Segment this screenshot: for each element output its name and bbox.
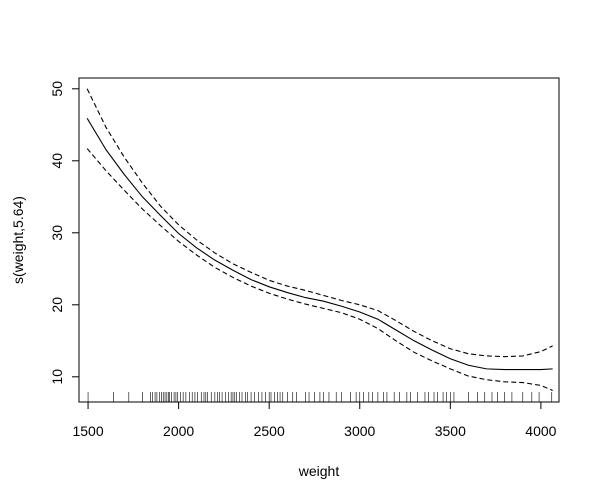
y-tick-label: 50 [49,81,65,97]
y-axis-label: s(weight,5.64) [10,196,26,284]
x-tick-label: 3000 [344,423,375,439]
x-tick-label: 2500 [254,423,285,439]
confidence-band-line-1 [86,88,553,358]
x-tick-label: 2000 [163,423,194,439]
x-tick-label: 3500 [435,423,466,439]
x-axis: 1500 2000 2500 3000 3500 4000 [72,401,557,439]
smooth-estimate-line-0 [86,118,553,371]
x-tick-label: 4000 [525,423,556,439]
series-layer [86,88,553,391]
y-tick-label: 30 [49,225,65,241]
plot-frame [78,77,560,403]
y-tick-label: 20 [49,297,65,313]
y-tick-label: 10 [49,369,65,385]
y-tick-label: 40 [49,153,65,169]
confidence-band-line-2 [86,148,553,391]
y-axis: 10 20 30 40 50 [49,81,80,385]
x-tick-label: 1500 [72,423,103,439]
x-axis-label: weight [298,463,340,479]
rug-layer [87,392,553,402]
